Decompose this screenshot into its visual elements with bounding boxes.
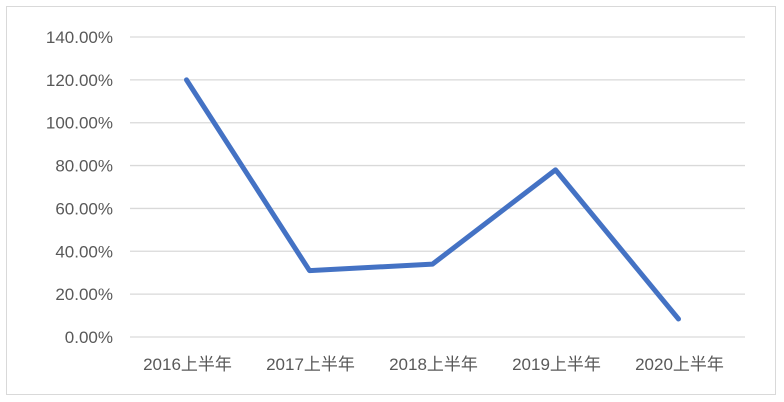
y-tick-label: 120.00% xyxy=(46,71,113,90)
x-tick-label: 2016上半年 xyxy=(143,355,232,374)
x-tick-label: 2020上半年 xyxy=(635,355,724,374)
y-tick-label: 140.00% xyxy=(46,28,113,47)
y-tick-label: 80.00% xyxy=(55,157,113,176)
x-tick-label: 2019上半年 xyxy=(512,355,601,374)
y-tick-label: 100.00% xyxy=(46,114,113,133)
series-line xyxy=(184,77,681,322)
y-tick-label: 60.00% xyxy=(55,199,113,218)
y-tick-label: 0.00% xyxy=(65,328,113,347)
x-tick-label: 2017上半年 xyxy=(266,355,355,374)
chart-border xyxy=(6,6,776,395)
x-tick-label: 2018上半年 xyxy=(389,355,478,374)
y-tick-label: 40.00% xyxy=(55,242,113,261)
y-tick-label: 20.00% xyxy=(55,285,113,304)
